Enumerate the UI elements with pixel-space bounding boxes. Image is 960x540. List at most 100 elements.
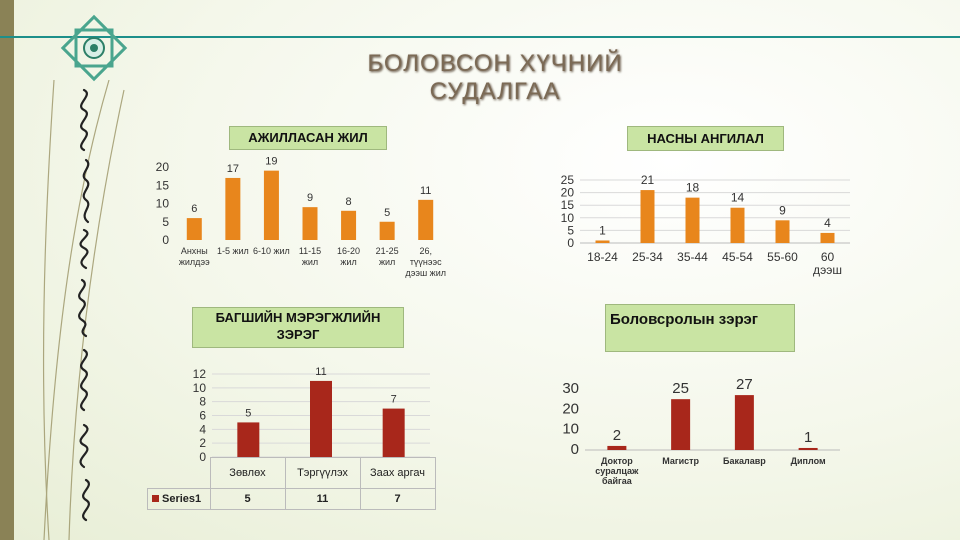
- logo-icon: [60, 14, 128, 82]
- data-table: Зөвлөх Тэргүүлэх Заах аргач Series1 5 11…: [147, 457, 436, 510]
- y-tick-label: 0: [162, 233, 169, 247]
- y-tick-label: 0: [567, 236, 574, 250]
- bar: [730, 207, 745, 243]
- bar: [341, 210, 357, 240]
- bar: [640, 190, 655, 243]
- data-label: 9: [779, 203, 786, 217]
- data-label: 8: [346, 196, 352, 208]
- data-label: 5: [245, 407, 251, 419]
- bar: [263, 170, 279, 240]
- data-table-cat: Зөвлөх: [209, 457, 286, 489]
- y-tick-label: 5: [162, 215, 169, 229]
- y-tick-label: 20: [561, 186, 575, 200]
- bar: [685, 197, 700, 243]
- chart4-title: Боловсролын зэрэг: [605, 304, 795, 352]
- bar: [798, 447, 818, 450]
- bar: [310, 380, 332, 457]
- y-tick-label: 25: [561, 173, 575, 187]
- x-tick-label: 16-20 жил: [337, 246, 360, 267]
- legend-swatch: [152, 494, 159, 502]
- y-tick-label: 4: [199, 422, 206, 436]
- bar: [595, 240, 610, 243]
- x-tick-label: 25-34: [632, 250, 663, 264]
- bar: [379, 221, 395, 240]
- bar: [820, 232, 835, 243]
- data-label: 2: [613, 427, 621, 444]
- data-table-value: 5: [209, 487, 286, 510]
- bar: [418, 199, 434, 240]
- data-label: 17: [227, 163, 239, 175]
- bar: [734, 395, 754, 450]
- x-tick-label: 45-54: [722, 250, 753, 264]
- data-label: 18: [686, 181, 700, 195]
- top-divider-line: [0, 36, 960, 38]
- x-tick-label: Доктор суралцаж байгаа: [595, 456, 639, 486]
- chart-work-years: 0 5 10 15 20 6 Анхны жилдээ 17 1-5 жил 19 6-10 жил 9…: [156, 156, 446, 278]
- bar: [607, 445, 627, 450]
- x-tick-label: 11-15 жил: [299, 246, 321, 267]
- y-tick-label: 15: [156, 178, 170, 192]
- y-tick-label: 8: [199, 395, 206, 409]
- legend-label: Series1: [162, 492, 202, 505]
- data-label: 7: [391, 394, 397, 406]
- page-title: БОЛОВСОН ХҮЧНИЙ СУДАЛГАА: [367, 50, 623, 105]
- data-label: 25: [672, 380, 689, 397]
- x-tick-label: 6-10 жил: [253, 246, 290, 256]
- bar: [775, 220, 790, 243]
- data-label: 27: [736, 376, 753, 393]
- x-tick-label: 60 дээш: [813, 250, 842, 277]
- legend-series1: Series1: [147, 487, 211, 510]
- data-label: 9: [307, 192, 313, 204]
- y-tick-label: 10: [562, 421, 579, 438]
- x-tick-label: Диплом: [791, 456, 826, 466]
- y-tick-label: 10: [156, 197, 170, 211]
- chart3-title: БАГШИЙН МЭРЭГЖЛИЙН ЗЭРЭГ: [192, 307, 404, 348]
- bar: [225, 177, 241, 240]
- data-label: 6: [191, 203, 197, 215]
- data-label: 11: [315, 366, 326, 378]
- data-label: 21: [641, 173, 655, 187]
- y-tick-label: 15: [561, 198, 575, 212]
- data-label: 5: [384, 207, 390, 219]
- x-tick-label: Магистр: [662, 456, 699, 466]
- data-table-value: 11: [284, 487, 361, 510]
- data-label: 1: [599, 223, 606, 237]
- data-table-corner: [147, 457, 211, 489]
- left-accent-bar: [0, 0, 14, 540]
- bar: [302, 207, 318, 240]
- y-tick-label: 0: [571, 441, 579, 458]
- x-tick-label: Анхны жилдээ: [179, 246, 210, 267]
- y-tick-label: 12: [193, 367, 207, 381]
- x-tick-label: 21-25 жил: [376, 246, 399, 267]
- data-table-cat: Заах аргач: [359, 457, 436, 489]
- data-label: 14: [731, 191, 745, 205]
- data-label: 4: [824, 216, 831, 230]
- data-table-cat: Тэргүүлэх: [284, 457, 361, 489]
- mongolian-script-decoration: [42, 80, 125, 540]
- data-table-value: 7: [359, 487, 436, 510]
- chart-education-degree: 0 10 20 30 2 Доктор суралцаж байгаа 25 Магистр 27 Б…: [562, 376, 840, 486]
- y-tick-label: 20: [562, 400, 579, 417]
- x-tick-label: 26, түүнээс дээш жил: [405, 246, 446, 278]
- bar: [671, 399, 691, 450]
- chart2-title: НАСНЫ АНГИЛАЛ: [627, 126, 784, 151]
- data-label: 19: [265, 156, 277, 168]
- x-tick-label: 18-24: [587, 250, 618, 264]
- bar: [237, 422, 260, 457]
- chart1-title: АЖИЛЛАСАН ЖИЛ: [229, 126, 387, 150]
- x-tick-label: Бакалавр: [723, 456, 766, 466]
- x-tick-label: 35-44: [677, 250, 708, 264]
- y-tick-label: 6: [199, 409, 206, 423]
- y-tick-label: 10: [561, 211, 575, 225]
- x-tick-label: 1-5 жил: [217, 246, 249, 256]
- y-tick-label: 30: [562, 380, 579, 397]
- y-tick-label: 0: [199, 450, 206, 464]
- y-tick-label: 5: [567, 223, 574, 237]
- bar: [186, 218, 202, 240]
- x-tick-label: 55-60: [767, 250, 798, 264]
- data-label: 11: [420, 185, 431, 197]
- y-tick-label: 20: [156, 160, 170, 174]
- bar: [382, 408, 405, 457]
